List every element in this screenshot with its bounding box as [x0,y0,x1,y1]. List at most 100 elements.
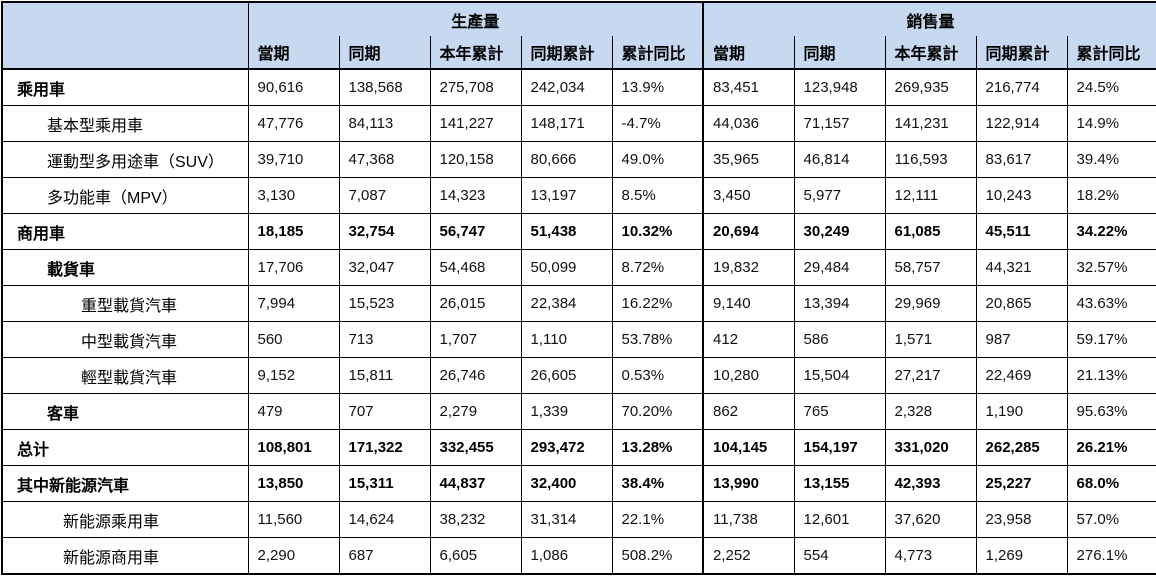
production-value-cell: 108,801 [247,429,340,466]
sales-value-cell: 765 [793,393,886,430]
sales-value-cell: 9,140 [702,285,795,322]
sales-value-cell: 95.63% [1066,393,1156,430]
sales-value-cell: 59.17% [1066,321,1156,358]
sales-value-cell: 39.4% [1066,141,1156,178]
sales-value-cell: 116,593 [884,141,977,178]
production-value-cell: 293,472 [520,429,613,466]
sales-value-cell: 21.13% [1066,357,1156,394]
sales-value-cell: 331,020 [884,429,977,466]
sales-value-cell: 12,111 [884,177,977,214]
production-value-cell: 10.32% [611,213,704,250]
sales-value-cell: 46,814 [793,141,886,178]
sales-value-cell: 1,269 [975,537,1068,575]
col-header-production-3: 同期累計 [520,36,613,70]
sales-value-cell: 83,451 [702,68,795,106]
production-value-cell: 687 [338,537,431,575]
production-value-cell: 70.20% [611,393,704,430]
production-value-cell: 148,171 [520,105,613,142]
table-row: 乘用車 90,616 138,568 275,708 242,034 13.9% 83,45… [1,68,1156,106]
sales-value-cell: 2,252 [702,537,795,575]
production-value-cell: 22,384 [520,285,613,322]
sales-value-cell: 14.9% [1066,105,1156,142]
row-label: 其中新能源汽車 [1,465,249,502]
sales-value-cell: 24.5% [1066,68,1156,106]
production-value-cell: 275,708 [429,68,522,106]
sales-value-cell: 104,145 [702,429,795,466]
production-value-cell: 120,158 [429,141,522,178]
sales-value-cell: 2,328 [884,393,977,430]
col-header-sales-1: 同期 [793,36,886,70]
row-label: 新能源乘用車 [1,501,249,538]
row-label: 总计 [1,429,249,466]
production-value-cell: 14,323 [429,177,522,214]
row-label: 乘用車 [1,68,249,106]
row-label: 中型載貨汽車 [1,321,249,358]
row-label: 商用車 [1,213,249,250]
production-value-cell: 6,605 [429,537,522,575]
row-label: 多功能車（MPV） [1,177,249,214]
sales-value-cell: 554 [793,537,886,575]
sales-value-cell: 42,393 [884,465,977,502]
sales-value-cell: 10,280 [702,357,795,394]
table-header: 生產量 銷售量 當期 同期 本年累計 同期累計 累計同比 當期 同期 本年累計 同期累計 累計同比 [1,1,1156,70]
table-row: 多功能車（MPV） 3,130 7,087 14,323 13,197 8.5% 3,450… [1,177,1156,214]
sales-value-cell: 23,958 [975,501,1068,538]
production-value-cell: 13,197 [520,177,613,214]
sales-value-cell: 12,601 [793,501,886,538]
production-value-cell: 7,994 [247,285,340,322]
table-row: 新能源商用車 2,290 687 6,605 1,086 508.2% 2,252 554 4,… [1,537,1156,575]
sales-value-cell: 4,773 [884,537,977,575]
production-value-cell: 22.1% [611,501,704,538]
row-label: 運動型多用途車（SUV） [1,141,249,178]
sales-value-cell: 61,085 [884,213,977,250]
table-row: 客車 479 707 2,279 1,339 70.20% 862 765 2,328 1,190… [1,393,1156,430]
production-value-cell: 54,468 [429,249,522,286]
production-value-cell: 17,706 [247,249,340,286]
sales-value-cell: 1,190 [975,393,1068,430]
production-value-cell: 1,110 [520,321,613,358]
table-row: 載貨車 17,706 32,047 54,468 50,099 8.72% 19,832 29… [1,249,1156,286]
sales-value-cell: 20,865 [975,285,1068,322]
production-value-cell: 26,015 [429,285,522,322]
production-value-cell: 53.78% [611,321,704,358]
sales-value-cell: 122,914 [975,105,1068,142]
production-value-cell: 44,837 [429,465,522,502]
sales-value-cell: 123,948 [793,68,886,106]
table-row: 重型載貨汽車 7,994 15,523 26,015 22,384 16.22% 9,140… [1,285,1156,322]
production-value-cell: 13.9% [611,68,704,106]
production-value-cell: 39,710 [247,141,340,178]
sales-group-header: 銷售量 [702,1,1156,36]
production-value-cell: -4.7% [611,105,704,142]
production-value-cell: 15,523 [338,285,431,322]
sales-value-cell: 45,511 [975,213,1068,250]
production-value-cell: 138,568 [338,68,431,106]
sales-value-cell: 412 [702,321,795,358]
sales-value-cell: 15,504 [793,357,886,394]
sales-value-cell: 43.63% [1066,285,1156,322]
sales-value-cell: 29,484 [793,249,886,286]
production-value-cell: 90,616 [247,68,340,106]
production-value-cell: 713 [338,321,431,358]
production-value-cell: 80,666 [520,141,613,178]
sales-value-cell: 1,571 [884,321,977,358]
production-value-cell: 560 [247,321,340,358]
production-value-cell: 31,314 [520,501,613,538]
sales-value-cell: 32.57% [1066,249,1156,286]
table-row: 其中新能源汽車 13,850 15,311 44,837 32,400 38.4% 13,9… [1,465,1156,502]
table-row: 总计 108,801 171,322 332,455 293,472 13.28% 104,… [1,429,1156,466]
production-value-cell: 49.0% [611,141,704,178]
sales-value-cell: 19,832 [702,249,795,286]
production-value-cell: 141,227 [429,105,522,142]
production-value-cell: 38.4% [611,465,704,502]
production-value-cell: 16.22% [611,285,704,322]
sales-value-cell: 26.21% [1066,429,1156,466]
production-value-cell: 1,339 [520,393,613,430]
table-row: 輕型載貨汽車 9,152 15,811 26,746 26,605 0.53% 10,280… [1,357,1156,394]
col-header-sales-0: 當期 [702,36,795,70]
production-value-cell: 15,811 [338,357,431,394]
col-header-production-4: 累計同比 [611,36,704,70]
sales-value-cell: 987 [975,321,1068,358]
sales-value-cell: 154,197 [793,429,886,466]
sales-value-cell: 18.2% [1066,177,1156,214]
table-row: 運動型多用途車（SUV） 39,710 47,368 120,158 80,666 49.… [1,141,1156,178]
